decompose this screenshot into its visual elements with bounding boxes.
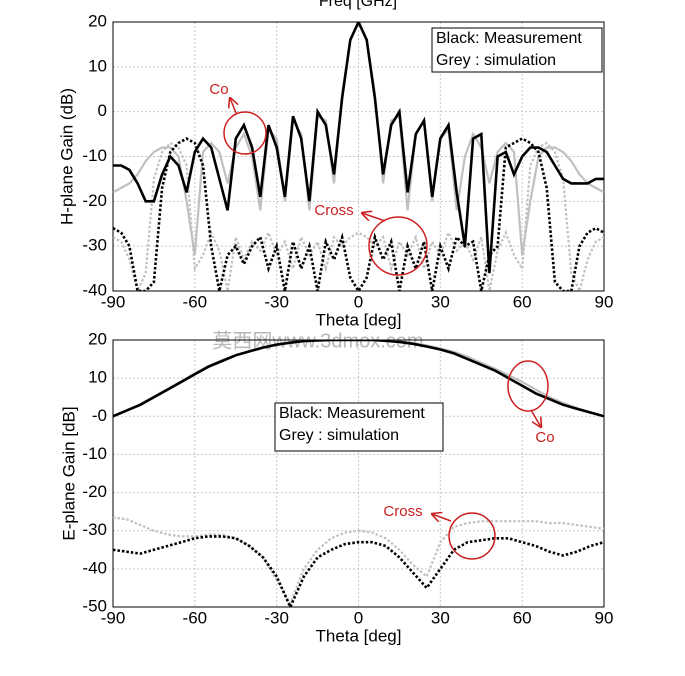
x-tick-label: 90 xyxy=(595,608,614,627)
annotation-circle xyxy=(368,216,428,276)
series-line xyxy=(113,340,604,418)
x-tick-label: -30 xyxy=(264,292,289,311)
y-tick-label: -10 xyxy=(82,146,107,165)
annotation-circle xyxy=(448,512,496,560)
series-line xyxy=(113,535,604,607)
y-tick-label: 0 xyxy=(98,101,107,120)
plot-area xyxy=(113,22,604,291)
y-axis-label: E-plane Gain [dB] xyxy=(59,406,78,540)
series-line xyxy=(113,141,604,291)
y-tick-label: -40 xyxy=(82,280,107,299)
x-tick-label: -60 xyxy=(183,608,208,627)
annotation-circle xyxy=(223,111,267,155)
annotation-arrow xyxy=(432,514,452,521)
y-axis-label: H-plane Gain (dB) xyxy=(57,88,76,225)
x-tick-label: 0 xyxy=(354,608,363,627)
y-tick-label: -30 xyxy=(82,520,107,539)
annotation: Co xyxy=(209,81,228,98)
series-line xyxy=(113,516,604,606)
annotation: Cross xyxy=(314,202,353,219)
y-tick-label: -20 xyxy=(82,482,107,501)
x-tick-label: 30 xyxy=(431,292,450,311)
y-tick-label: -30 xyxy=(82,236,107,255)
x-tick-label: 0 xyxy=(354,292,363,311)
x-tick-label: -30 xyxy=(264,608,289,627)
y-tick-label: 20 xyxy=(88,329,107,348)
y-tick-label: 10 xyxy=(88,368,107,387)
y-tick-label: -40 xyxy=(82,558,107,577)
y-tick-label: -10 xyxy=(82,444,107,463)
y-tick-label: 20 xyxy=(88,11,107,30)
x-tick-label: 90 xyxy=(595,292,614,311)
annotation-arrow xyxy=(530,409,541,427)
y-tick-label: -50 xyxy=(82,596,107,615)
x-axis-label: Theta [deg] xyxy=(315,626,401,645)
y-tick-label: 10 xyxy=(88,56,107,75)
legend-text: Grey : simulation xyxy=(436,52,556,69)
plot-area xyxy=(113,340,604,607)
x-tick-label: 60 xyxy=(513,608,532,627)
x-tick-label: -90 xyxy=(101,292,126,311)
y-tick-label: -20 xyxy=(82,191,107,210)
x-tick-label: 60 xyxy=(513,292,532,311)
annotation-arrow xyxy=(362,213,386,222)
annotation: Co xyxy=(535,429,554,446)
legend-box xyxy=(274,402,444,452)
x-axis-label: Theta [deg] xyxy=(315,310,401,329)
chart-title: Freq [GHz] xyxy=(319,0,397,10)
y-tick-label: -0 xyxy=(92,406,107,425)
series-line xyxy=(113,22,604,274)
annotation-circle xyxy=(507,360,549,412)
x-tick-label: -60 xyxy=(183,292,208,311)
annotation-arrow xyxy=(230,98,236,114)
legend-text: Black: Measurement xyxy=(436,30,582,47)
x-tick-label: 30 xyxy=(431,608,450,627)
x-tick-label: -90 xyxy=(101,608,126,627)
legend-text: Grey : simulation xyxy=(279,427,399,444)
legend-text: Black: Measurement xyxy=(279,405,425,422)
legend-box xyxy=(431,27,603,73)
annotation: Cross xyxy=(383,503,422,520)
series-line xyxy=(113,137,604,291)
